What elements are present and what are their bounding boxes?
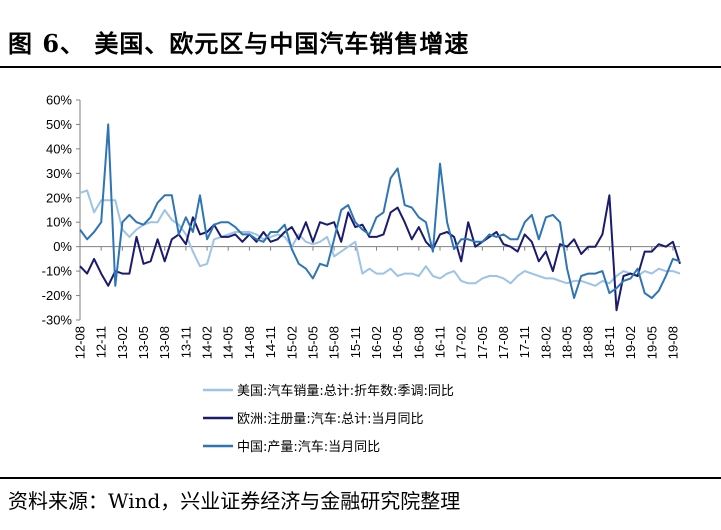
x-tick-label: 19-02 — [623, 326, 638, 359]
series-line-3 — [79, 123, 681, 299]
x-tick-label: 15-08 — [327, 326, 342, 359]
x-tick-label: 15-02 — [284, 326, 299, 359]
y-tick-labels: 60% 50% 40% 30% 20% 10% 0% -10% -20% -30% — [42, 93, 73, 328]
x-tick-label: 12-11 — [94, 326, 109, 358]
x-tick-label: 13-08 — [157, 326, 172, 359]
line-chart: 60%50%40%30%20%10%0%-10%-20%-30% 12-08 12… — [42, 93, 681, 455]
y-tick-label: 60% — [46, 93, 72, 108]
x-tick-label: 17-11 — [517, 326, 532, 358]
x-tick-label: 14-02 — [200, 326, 215, 359]
x-tick-label: 16-05 — [390, 326, 405, 359]
title-rule — [0, 66, 721, 68]
x-tick-label: 18-05 — [560, 326, 575, 359]
x-tick-label: 18-11 — [602, 326, 617, 358]
x-tick-label: 13-11 — [178, 326, 193, 358]
x-tick-label: 15-11 — [348, 326, 363, 358]
x-tick-label: 17-08 — [496, 326, 511, 359]
y-tick-label: -30% — [42, 313, 73, 328]
legend-label-3: 中国:产量:汽车:当月同比 — [237, 439, 380, 455]
x-tick-label: 14-08 — [242, 326, 257, 359]
series-line-2 — [79, 194, 681, 312]
y-tick-label: 40% — [46, 141, 72, 156]
x-tick-label: 16-11 — [433, 326, 448, 358]
y-tick-label: 0% — [53, 239, 72, 254]
x-tick-label: 14-05 — [221, 326, 236, 359]
y-tick-label: -20% — [42, 288, 73, 303]
chart-legend: 美国:汽车销量:总计:折年数:季调:同比欧洲:注册量:汽车:总计:当月同比中国:… — [203, 383, 454, 455]
figure-title: 图 6、 美国、欧元区与中国汽车销售增速 — [8, 29, 470, 58]
y-tick-label: 30% — [46, 166, 72, 181]
x-tick-label: 15-05 — [305, 326, 320, 359]
x-tick-label: 13-05 — [136, 326, 151, 359]
x-tick-label: 13-02 — [115, 326, 130, 359]
chart-axes — [76, 99, 680, 321]
y-tick-label: 10% — [46, 215, 72, 230]
y-tick-label: -10% — [42, 264, 73, 279]
x-tick-label: 18-02 — [538, 326, 553, 359]
legend-label-2: 欧洲:注册量:汽车:总计:当月同比 — [237, 411, 424, 427]
x-tick-label: 18-08 — [581, 326, 596, 359]
x-tick-label: 19-05 — [644, 326, 659, 359]
source-note: 资料来源：Wind，兴业证券经济与金融研究院整理 — [8, 489, 461, 513]
series-line-1 — [79, 189, 681, 287]
x-tick-label: 17-05 — [475, 326, 490, 359]
x-tick-labels: 12-08 12-11 13-02 13-05 13-08 13-11 14-02 14-05… — [73, 326, 681, 359]
x-tick-label: 19-08 — [665, 326, 680, 359]
series-lines — [79, 123, 681, 312]
y-tick-label: 50% — [46, 117, 72, 132]
x-tick-label: 16-02 — [369, 326, 384, 359]
source-rule — [0, 477, 721, 479]
legend-label-1: 美国:汽车销量:总计:折年数:季调:同比 — [237, 383, 454, 399]
x-tick-label: 14-11 — [263, 326, 278, 358]
x-tick-label: 17-02 — [454, 326, 469, 359]
y-tick-label: 20% — [46, 190, 72, 205]
x-tick-label: 16-08 — [411, 326, 426, 359]
x-tick-label: 12-08 — [73, 326, 88, 359]
